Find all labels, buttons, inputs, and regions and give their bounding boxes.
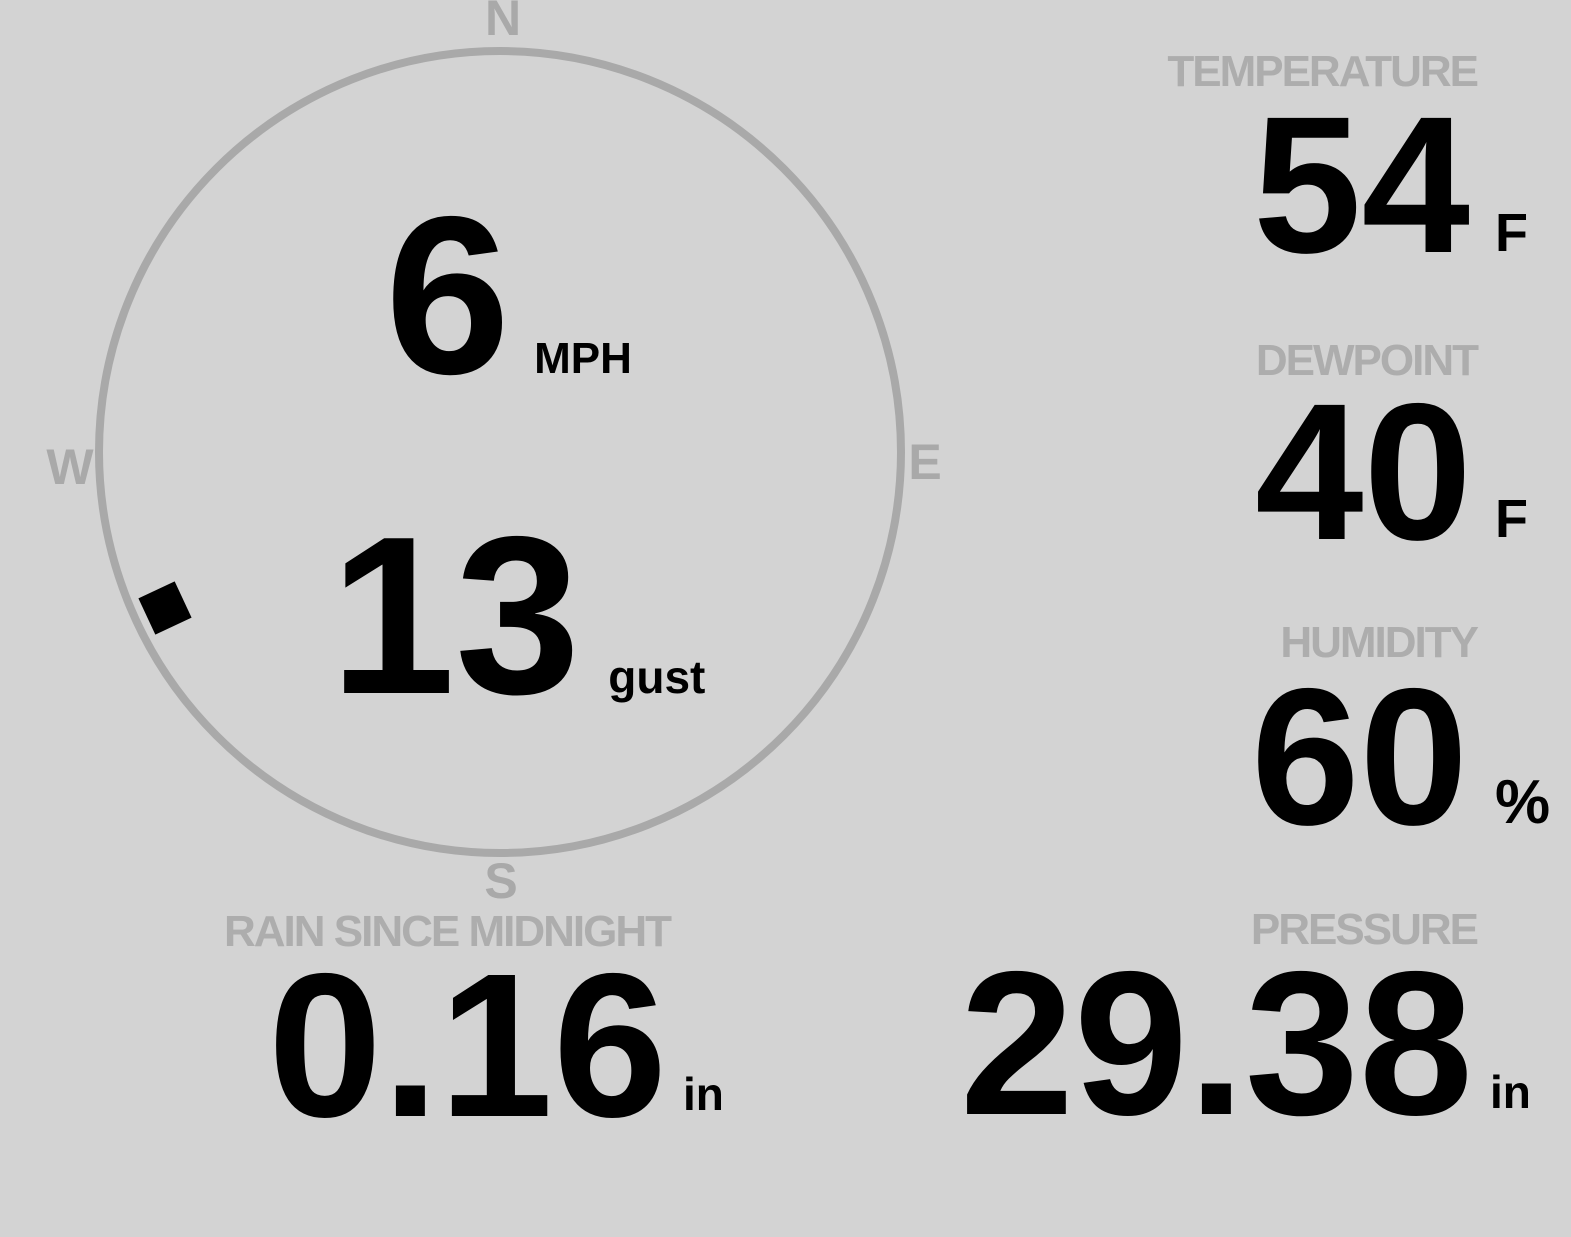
wind-speed-unit: MPH [534,334,632,383]
wind-gust-readout: 13 gust [330,503,705,728]
compass-south-label: S [484,853,518,909]
temperature-value: 54 [1253,76,1470,294]
rain-since-midnight-value: 0.16 [268,931,667,1160]
compass-west-label: W [46,439,94,495]
compass-east-label: E [908,434,942,490]
pressure-label: PRESSURE [1250,905,1479,954]
wind-gust-unit: gust [608,651,706,703]
dewpoint-label: DEWPOINT [1255,336,1479,385]
rain-since-midnight-unit: in [683,1068,724,1120]
dewpoint-unit: F [1495,489,1528,549]
temperature-unit: F [1495,203,1528,263]
wind-speed-value: 6 [385,169,511,421]
humidity-label: HUMIDITY [1280,618,1479,667]
rain-since-midnight-label: RAIN SINCE MIDNIGHT [224,907,672,956]
temperature-label: TEMPERATURE [1167,47,1479,96]
dewpoint-value: 40 [1255,363,1472,581]
humidity-unit: % [1495,768,1551,837]
wind-direction-marker [138,581,192,635]
pressure-value: 29.38 [959,929,1473,1158]
wind-compass-dial [95,47,905,857]
wind-speed-readout: 6 MPH [385,183,632,408]
compass-north-label: N [484,0,522,46]
humidity-value: 60 [1251,648,1468,866]
pressure-unit: in [1490,1066,1531,1118]
wind-gust-value: 13 [330,489,581,741]
